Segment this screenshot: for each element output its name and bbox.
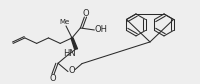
Text: Me: Me [60,19,70,25]
Text: OH: OH [95,25,108,35]
Polygon shape [71,38,78,49]
Text: O: O [82,8,89,18]
Text: HN: HN [63,49,75,58]
Text: O: O [50,74,56,83]
Text: O: O [69,66,75,75]
